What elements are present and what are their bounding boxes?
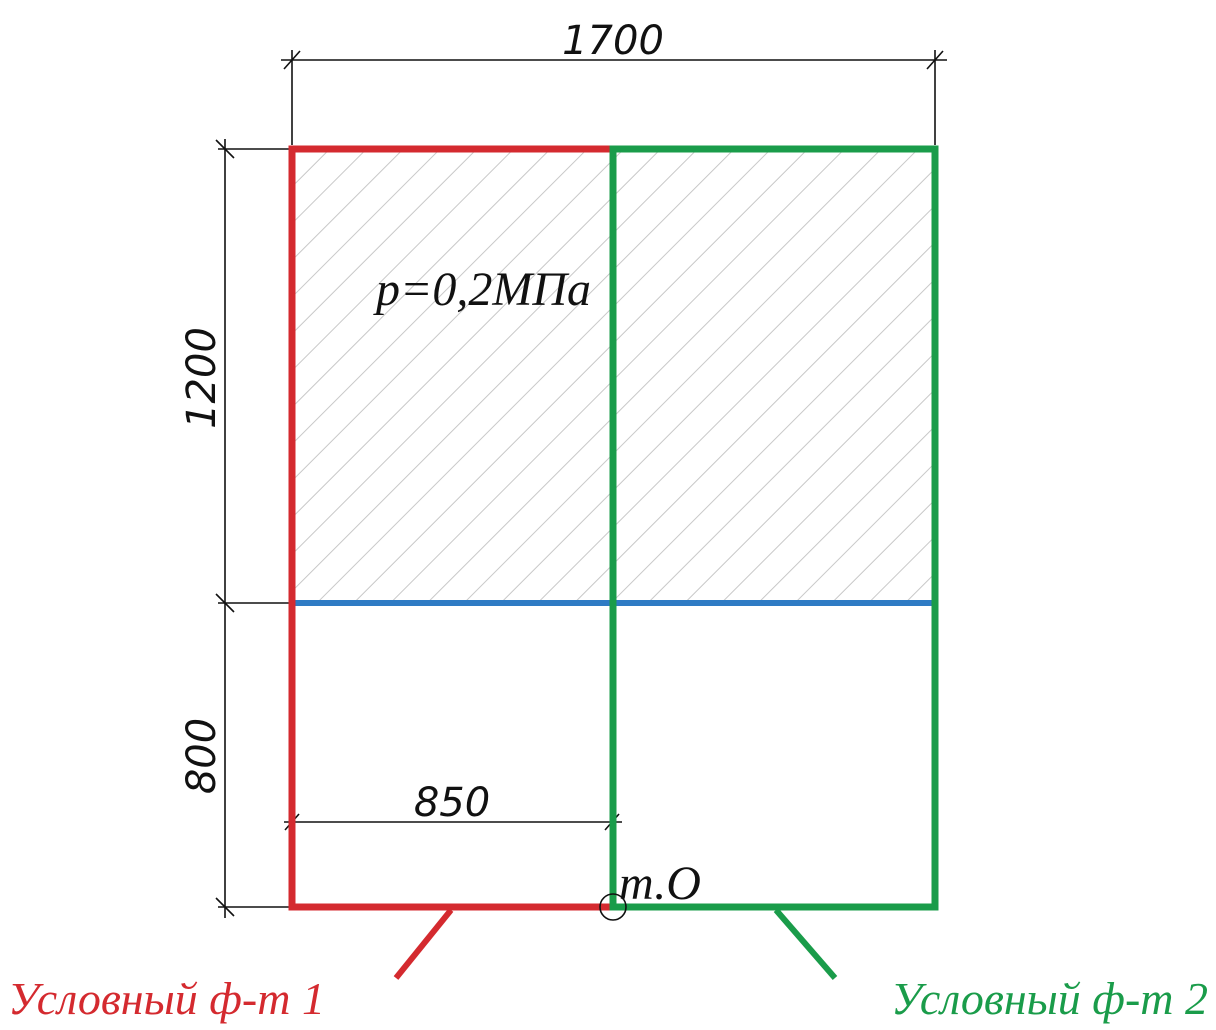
point-o-label: т.О (619, 857, 701, 910)
dimension-height-upper-label: 1200 (179, 327, 225, 429)
dimension-offset-inner-label: 850 (414, 780, 490, 826)
dimension-width-total (281, 50, 947, 145)
dimension-width-total-label: 1700 (562, 18, 664, 64)
foundation-2-leader (773, 908, 838, 980)
dimension-height-lower-label: 800 (179, 718, 225, 794)
foundation-2-label: Условный ф-т 2 (891, 973, 1208, 1024)
foundation-1-leader (393, 908, 454, 980)
dimension-vertical-left (215, 139, 292, 918)
foundation-2-outline (609, 145, 939, 911)
pressure-label: p=0,2МПа (373, 263, 591, 316)
foundation-1-label: Условный ф-т 1 (8, 973, 325, 1024)
point-o-marker (599, 893, 627, 921)
